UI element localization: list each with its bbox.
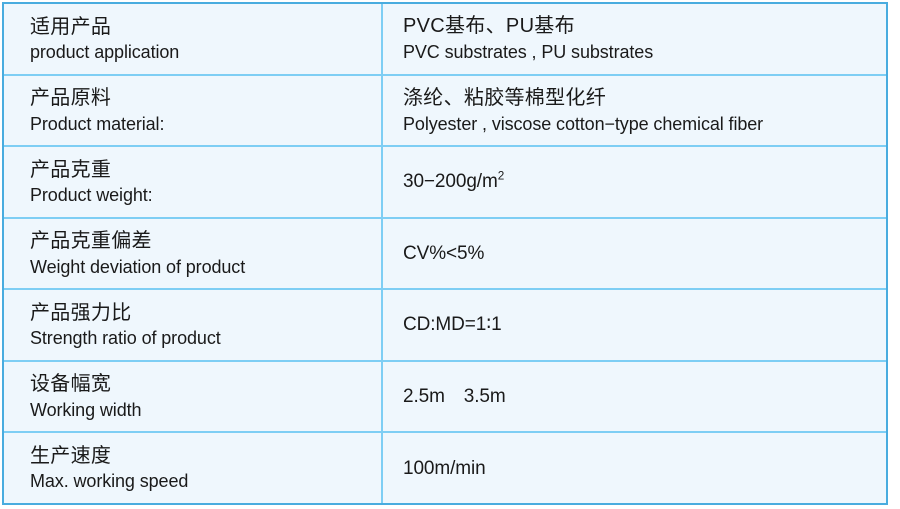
spec-label-cell: 产品克重偏差 Weight deviation of product xyxy=(4,218,383,289)
spec-label-zh: 产品克重 xyxy=(30,158,112,181)
spec-value-cell: 100m/min xyxy=(383,433,886,503)
spec-label-zh: 产品克重偏差 xyxy=(30,230,152,253)
spec-label-cell: 设备幅宽 Working width xyxy=(4,361,383,432)
spec-label-en: product application xyxy=(30,41,180,62)
spec-label-cell: 产品原料 Product material: xyxy=(4,75,383,146)
spec-value-cell: PVC基布、PU基布 PVC substrates , PU substrate… xyxy=(383,4,886,74)
table-row: 产品原料 Product material: 涤纶、粘胶等棉型化纤 Polyes… xyxy=(4,75,886,148)
spec-label-cell: 生产速度 Max. working speed xyxy=(4,433,383,504)
table-row: 生产速度 Max. working speed 100m/min xyxy=(4,433,886,504)
spec-value-zh: 涤纶、粘胶等棉型化纤 xyxy=(403,86,606,109)
spec-label-en: Max. working speed xyxy=(30,471,189,492)
spec-label-cell: 产品强力比 Strength ratio of product xyxy=(4,290,383,360)
spec-label-en: Weight deviation of product xyxy=(30,256,246,277)
spec-label-zh: 产品原料 xyxy=(30,87,112,110)
spec-value-zh: PVC基布、PU基布 xyxy=(403,15,575,38)
table-row: 产品克重偏差 Weight deviation of product CV%<5… xyxy=(4,218,886,291)
spec-label-zh: 设备幅宽 xyxy=(30,373,112,396)
spec-label-en: Product weight: xyxy=(30,185,153,206)
spec-label-cell: 适用产品 product application xyxy=(4,4,383,74)
table-row: 产品克重 Product weight: 30−200g/m2 xyxy=(4,147,886,219)
spec-value-cell: CD:MD=1∶1 xyxy=(383,290,886,360)
table-row: 设备幅宽 Working width 2.5m 3.5m xyxy=(4,361,886,434)
table-row: 适用产品 product application PVC基布、PU基布 PVC … xyxy=(4,4,886,76)
spec-value-en: PVC substrates , PU substrates xyxy=(403,42,654,63)
spec-value-en: 30−200g/m2 xyxy=(403,169,874,194)
spec-value-en: CV%<5% xyxy=(403,242,485,264)
spec-value-text: 30−200g/m2 xyxy=(403,169,505,193)
spec-value-en: 100m/min xyxy=(403,457,486,479)
spec-label-zh: 产品强力比 xyxy=(30,301,132,324)
spec-value-cell: 30−200g/m2 xyxy=(383,147,886,217)
spec-label-zh: 生产速度 xyxy=(30,445,112,467)
spec-label-en: Working width xyxy=(30,399,142,420)
spec-table: 适用产品 product application PVC基布、PU基布 PVC … xyxy=(2,2,888,505)
spec-label-en: Strength ratio of product xyxy=(30,328,221,349)
spec-value-cell: 2.5m 3.5m xyxy=(383,362,886,432)
spec-label-en: Product material: xyxy=(30,113,165,134)
spec-value-cell: 涤纶、粘胶等棉型化纤 Polyester , viscose cotton−ty… xyxy=(383,76,886,146)
spec-value-cell: CV%<5% xyxy=(383,219,886,289)
spec-value-en: Polyester , viscose cotton−type chemical… xyxy=(403,114,764,134)
spec-label-zh: 适用产品 xyxy=(30,15,112,38)
spec-label-cell: 产品克重 Product weight: xyxy=(4,147,383,217)
table-row: 产品强力比 Strength ratio of product CD:MD=1∶… xyxy=(4,290,886,362)
spec-value-en: CD:MD=1∶1 xyxy=(403,314,502,336)
spec-value-en: 2.5m 3.5m xyxy=(403,385,506,407)
